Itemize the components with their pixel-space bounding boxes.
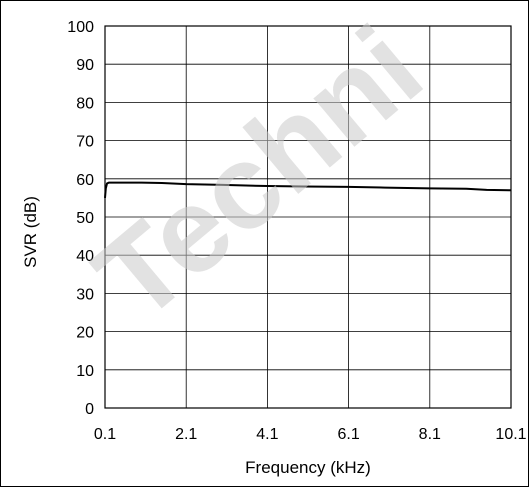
y-tick-label: 30 — [76, 286, 94, 303]
y-tick-label: 90 — [76, 57, 94, 74]
y-tick-labels: 0 10 20 30 40 50 60 70 80 90 100 — [67, 19, 94, 418]
x-tick-label: 0.1 — [94, 426, 116, 443]
x-axis-title: Frequency (kHz) — [245, 458, 371, 477]
y-tick-label: 10 — [76, 363, 94, 380]
y-tick-label: 100 — [67, 19, 94, 36]
y-tick-label: 20 — [76, 325, 94, 342]
x-tick-label: 4.1 — [256, 426, 278, 443]
svr-series-line — [104, 181, 512, 198]
x-tick-label: 2.1 — [175, 426, 197, 443]
x-tick-label: 8.1 — [419, 426, 441, 443]
series-layer — [104, 181, 512, 198]
x-tick-label: 10.1 — [495, 426, 526, 443]
y-tick-label: 0 — [85, 401, 94, 418]
y-axis-title: SVR (dB) — [21, 196, 40, 268]
plot-area-border — [104, 25, 512, 409]
y-tick-label: 70 — [76, 134, 94, 151]
y-tick-label: 80 — [76, 95, 94, 112]
x-tick-labels: 0.1 2.1 4.1 6.1 8.1 10.1 — [94, 426, 527, 443]
y-tick-label: 50 — [76, 210, 94, 227]
x-tick-label: 6.1 — [337, 426, 359, 443]
y-tick-label: 60 — [76, 172, 94, 189]
y-tick-label: 40 — [76, 248, 94, 265]
